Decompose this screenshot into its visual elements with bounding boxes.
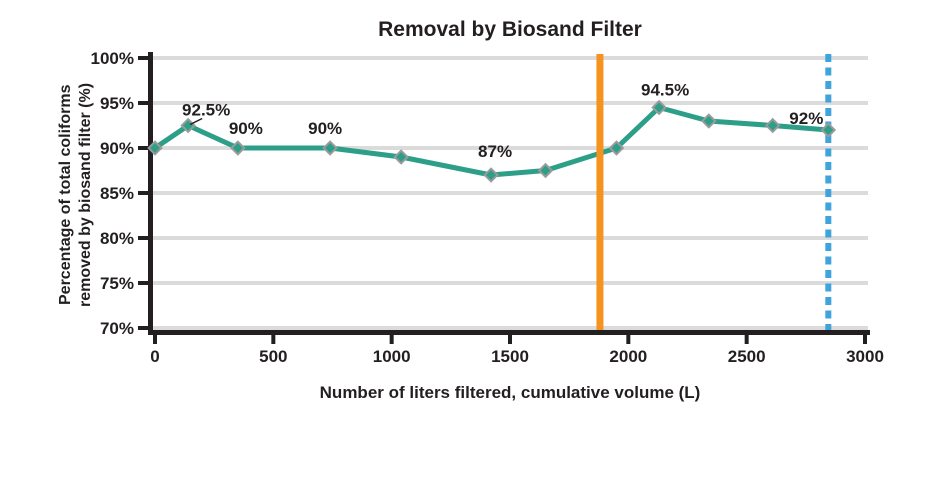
data-point-marker	[180, 117, 196, 134]
y-gridline	[153, 56, 868, 60]
y-tick-mark	[138, 146, 148, 150]
y-tick-mark	[138, 191, 148, 195]
x-tick-label: 3000	[846, 347, 884, 366]
axis-spine-bottom	[148, 330, 870, 335]
y-tick-label: 75%	[100, 274, 134, 293]
x-axis-title: Number of liters filtered, cumulative vo…	[319, 383, 701, 402]
y-gridline	[153, 281, 868, 285]
y-tick-mark	[138, 281, 148, 285]
y-tick-mark	[138, 236, 148, 240]
chart-title: Removal by Biosand Filter	[378, 18, 642, 41]
x-tick-mark	[508, 335, 512, 344]
y-tick-label: 90%	[100, 139, 134, 158]
y-gridline	[153, 236, 868, 240]
y-gridline	[153, 326, 868, 330]
x-tick-label: 500	[259, 347, 287, 366]
data-point-marker	[483, 167, 499, 183]
x-tick-mark	[153, 335, 157, 344]
data-point-marker	[651, 99, 667, 116]
y-gridline	[153, 101, 868, 105]
data-label: 90%	[229, 119, 263, 138]
x-tick-label: 2000	[609, 347, 647, 366]
x-tick-mark	[626, 335, 631, 344]
data-point-marker	[820, 122, 837, 138]
y-tick-label: 70%	[100, 319, 134, 338]
y-gridline	[153, 191, 868, 195]
x-tick-label: 1500	[491, 347, 529, 366]
x-tick-mark	[744, 335, 749, 344]
data-point-marker	[537, 162, 554, 179]
data-label: 90%	[308, 119, 342, 138]
y-gridline	[153, 146, 868, 150]
data-label: 87%	[478, 142, 512, 161]
data-point-marker	[322, 140, 338, 156]
y-tick-label: 100%	[91, 49, 134, 68]
series-line	[152, 105, 831, 178]
data-label: 92%	[789, 109, 823, 128]
data-label-leader-line	[189, 117, 203, 126]
y-tick-label: 85%	[100, 184, 134, 203]
y-tick-label: 80%	[100, 229, 134, 248]
data-point-marker	[608, 140, 625, 156]
data-point-marker	[393, 149, 409, 165]
x-tick-mark	[863, 335, 867, 344]
axis-spine-left	[148, 52, 153, 335]
x-tick-label: 0	[150, 347, 159, 366]
data-label: 94.5%	[641, 81, 689, 100]
y-tick-mark	[138, 101, 148, 105]
y-tick-label: 95%	[100, 94, 134, 113]
data-point-marker	[147, 140, 163, 156]
y-tick-mark	[138, 56, 148, 60]
x-tick-label: 2500	[728, 347, 766, 366]
y-tick-mark	[138, 326, 148, 330]
legend: Percent of coliforms removed First dryin…	[0, 410, 940, 470]
data-point-marker	[764, 117, 781, 134]
x-tick-mark	[389, 335, 394, 344]
x-tick-label: 1000	[373, 347, 411, 366]
data-label: 92.5%	[182, 101, 230, 120]
data-point-marker	[701, 113, 717, 129]
data-point-marker	[230, 140, 246, 156]
x-tick-mark	[271, 335, 276, 344]
